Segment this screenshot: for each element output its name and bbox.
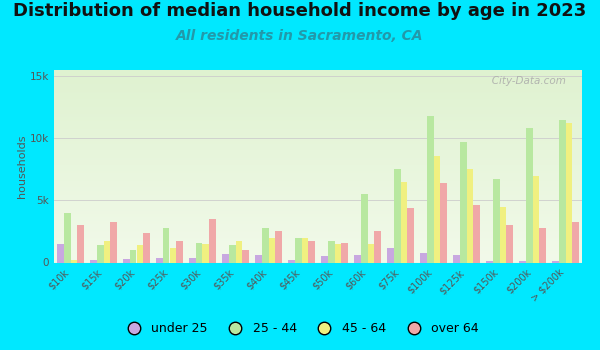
Bar — [256, 255, 262, 262]
Bar — [374, 231, 381, 262]
Text: All residents in Sacramento, CA: All residents in Sacramento, CA — [176, 29, 424, 43]
Bar — [71, 260, 77, 262]
Bar — [302, 238, 308, 262]
Bar — [110, 222, 116, 262]
Bar — [394, 169, 401, 262]
Bar — [328, 241, 335, 262]
Bar — [262, 228, 269, 262]
Bar — [519, 261, 526, 262]
Bar — [143, 233, 150, 262]
Bar — [242, 250, 249, 262]
Bar — [130, 250, 136, 262]
Bar — [499, 206, 506, 262]
Bar — [289, 260, 295, 262]
Bar — [170, 247, 176, 262]
Bar — [420, 253, 427, 262]
Bar — [229, 245, 236, 262]
Bar — [506, 225, 513, 262]
Bar — [104, 241, 110, 262]
Bar — [407, 208, 414, 262]
Bar — [572, 222, 579, 262]
Bar — [97, 245, 104, 262]
Text: Distribution of median household income by age in 2023: Distribution of median household income … — [13, 2, 587, 20]
Bar — [335, 244, 341, 262]
Text: City-Data.com: City-Data.com — [482, 76, 566, 86]
Bar — [566, 124, 572, 262]
Bar — [354, 255, 361, 262]
Bar — [190, 258, 196, 262]
Bar — [176, 241, 182, 262]
Legend: under 25, 25 - 44, 45 - 64, over 64: under 25, 25 - 44, 45 - 64, over 64 — [116, 317, 484, 340]
Bar — [202, 244, 209, 262]
Bar — [322, 256, 328, 262]
Bar — [275, 231, 282, 262]
Bar — [156, 258, 163, 262]
Bar — [427, 116, 433, 262]
Bar — [223, 254, 229, 262]
Bar — [196, 243, 202, 262]
Y-axis label: households: households — [17, 134, 27, 198]
Bar — [493, 179, 499, 262]
Bar — [163, 228, 169, 262]
Bar — [539, 228, 546, 262]
Bar — [308, 241, 315, 262]
Bar — [367, 244, 374, 262]
Bar — [401, 182, 407, 262]
Bar — [433, 156, 440, 262]
Bar — [137, 245, 143, 262]
Bar — [473, 205, 480, 262]
Bar — [58, 244, 64, 262]
Bar — [77, 225, 84, 262]
Bar — [361, 194, 367, 262]
Bar — [64, 213, 71, 262]
Bar — [526, 128, 533, 262]
Bar — [269, 238, 275, 262]
Bar — [235, 241, 242, 262]
Bar — [90, 260, 97, 262]
Bar — [559, 120, 566, 262]
Bar — [487, 261, 493, 262]
Bar — [467, 169, 473, 262]
Bar — [440, 183, 446, 262]
Bar — [341, 243, 348, 262]
Bar — [552, 261, 559, 262]
Bar — [209, 219, 216, 262]
Bar — [454, 255, 460, 262]
Bar — [533, 176, 539, 262]
Bar — [295, 238, 302, 262]
Bar — [388, 247, 394, 262]
Bar — [124, 259, 130, 262]
Bar — [460, 142, 467, 262]
